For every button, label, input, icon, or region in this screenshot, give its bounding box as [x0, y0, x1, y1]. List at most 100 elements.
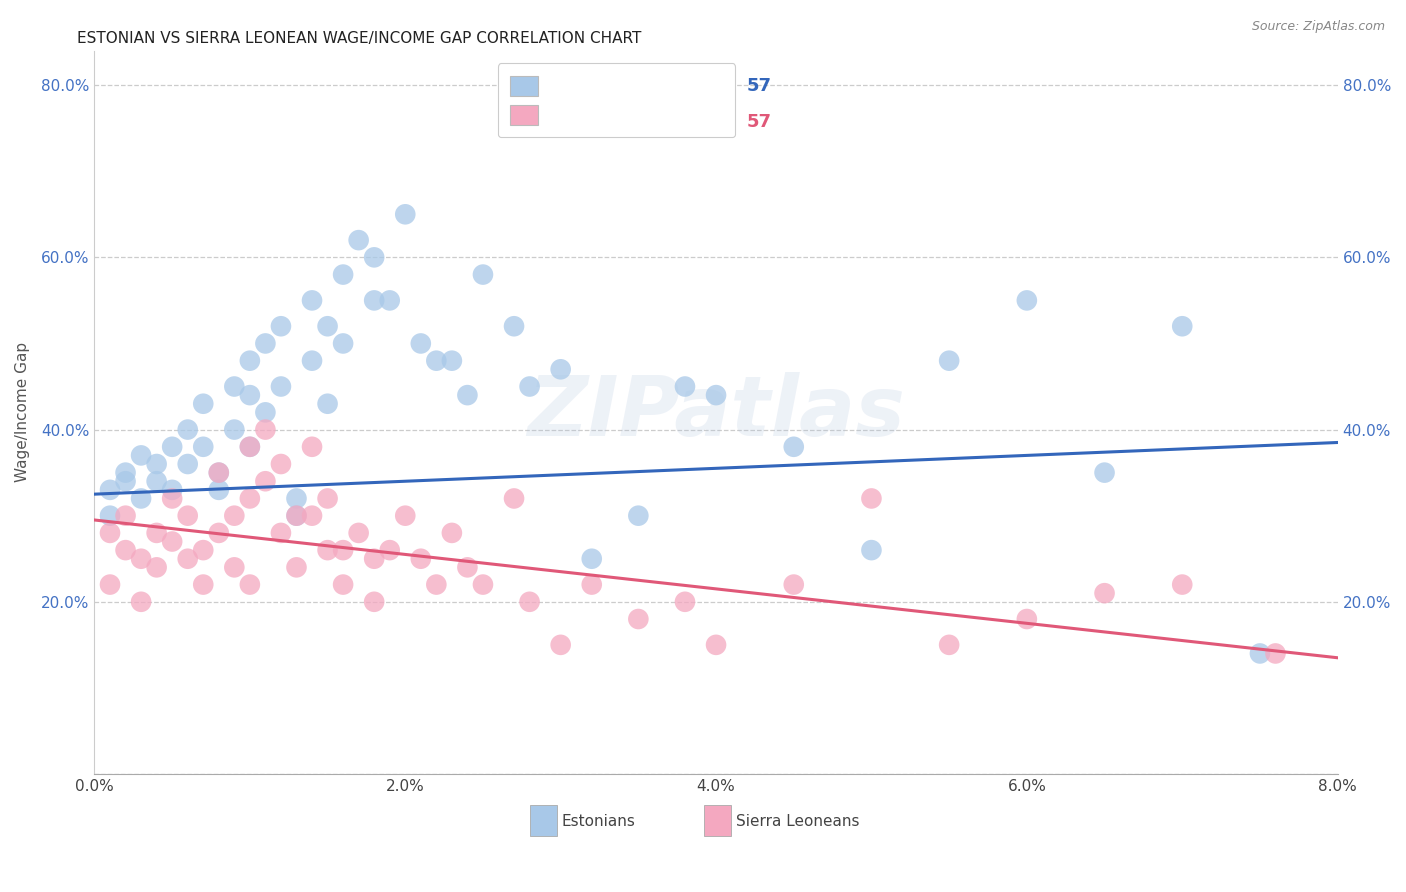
Point: [783, 440, 806, 454]
Point: [1015, 293, 1038, 308]
Point: [1094, 466, 1116, 480]
Point: [301, 508, 323, 523]
Point: [1171, 577, 1194, 591]
Point: [1249, 647, 1271, 661]
Point: [239, 440, 262, 454]
Text: R =: R =: [562, 113, 602, 131]
Point: [285, 508, 308, 523]
Point: [239, 440, 262, 454]
Point: [270, 525, 292, 540]
Point: [239, 388, 262, 402]
Point: [239, 353, 262, 368]
Point: [270, 379, 292, 393]
Point: [208, 483, 231, 497]
Point: [145, 457, 167, 471]
Text: R =: R =: [562, 77, 602, 95]
Point: [98, 577, 121, 591]
Point: [673, 379, 696, 393]
Point: [145, 525, 167, 540]
Text: ESTONIAN VS SIERRA LEONEAN WAGE/INCOME GAP CORRELATION CHART: ESTONIAN VS SIERRA LEONEAN WAGE/INCOME G…: [77, 31, 641, 46]
Point: [704, 388, 727, 402]
Point: [550, 362, 572, 376]
Point: [363, 293, 385, 308]
Point: [938, 353, 960, 368]
Point: [519, 379, 541, 393]
Point: [347, 525, 370, 540]
Point: [456, 388, 478, 402]
Point: [114, 466, 136, 480]
Point: [98, 508, 121, 523]
Point: [394, 207, 416, 221]
Point: [208, 525, 231, 540]
Point: [378, 293, 401, 308]
Point: [394, 508, 416, 523]
Point: [254, 423, 277, 437]
Point: [145, 560, 167, 574]
Point: [363, 551, 385, 566]
Point: [425, 577, 447, 591]
Point: [627, 612, 650, 626]
Point: [301, 353, 323, 368]
Y-axis label: Wage/Income Gap: Wage/Income Gap: [15, 343, 30, 483]
Point: [177, 551, 200, 566]
Point: [456, 560, 478, 574]
Text: 0.080: 0.080: [605, 77, 661, 95]
Point: [316, 491, 339, 506]
Point: [239, 491, 262, 506]
Point: [177, 508, 200, 523]
Point: [98, 483, 121, 497]
Point: [177, 457, 200, 471]
Point: [224, 508, 246, 523]
Point: [363, 595, 385, 609]
Point: [193, 440, 215, 454]
Point: [129, 449, 152, 463]
Point: [129, 491, 152, 506]
Point: [145, 475, 167, 489]
Text: N =: N =: [672, 77, 730, 95]
Point: [783, 577, 806, 591]
Point: [938, 638, 960, 652]
Point: [363, 251, 385, 265]
Point: [193, 577, 215, 591]
Text: ZIPatlas: ZIPatlas: [527, 372, 905, 453]
FancyBboxPatch shape: [703, 805, 731, 836]
Point: [285, 560, 308, 574]
Point: [673, 595, 696, 609]
Point: [98, 525, 121, 540]
Point: [129, 551, 152, 566]
Point: [704, 638, 727, 652]
Point: [332, 543, 354, 558]
Point: [160, 483, 183, 497]
Point: [378, 543, 401, 558]
Text: N =: N =: [672, 113, 730, 131]
Point: [254, 405, 277, 419]
Point: [160, 491, 183, 506]
Point: [627, 508, 650, 523]
Point: [114, 508, 136, 523]
Point: [519, 595, 541, 609]
Point: [285, 491, 308, 506]
Point: [1171, 319, 1194, 334]
Text: Sierra Leoneans: Sierra Leoneans: [735, 814, 859, 829]
Point: [114, 543, 136, 558]
Point: [301, 293, 323, 308]
Point: [285, 508, 308, 523]
Point: [239, 577, 262, 591]
Point: [581, 551, 603, 566]
Point: [472, 268, 495, 282]
Point: [224, 379, 246, 393]
Point: [224, 423, 246, 437]
Point: [208, 466, 231, 480]
Point: [581, 577, 603, 591]
Point: [129, 595, 152, 609]
Point: [550, 638, 572, 652]
Legend:                               ,                               : ,: [498, 63, 735, 137]
Point: [316, 543, 339, 558]
Point: [332, 336, 354, 351]
Point: [440, 353, 463, 368]
Text: 57: 57: [747, 77, 772, 95]
Point: [114, 475, 136, 489]
Point: [316, 319, 339, 334]
Text: Estonians: Estonians: [562, 814, 636, 829]
Point: [409, 336, 432, 351]
